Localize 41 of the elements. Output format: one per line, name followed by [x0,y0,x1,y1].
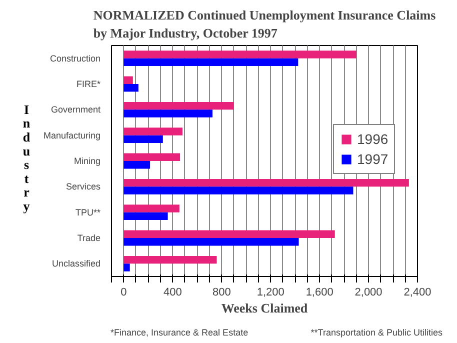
bar [124,161,150,169]
y-axis-title: Industry [22,102,31,214]
y-tick-label: Unclassified [52,258,101,269]
y-tick-label: Government [50,104,101,115]
x-axis-title: Weeks Claimed [221,300,308,316]
bar [124,178,409,187]
x-tick-label: 2,400 [404,286,432,298]
bar [124,256,217,264]
bar [124,264,130,272]
x-tick-label: 2,000 [354,286,382,298]
text: *Finance, Insurance & Real Estate [110,328,248,338]
y-tick-label: TPU** [75,207,101,218]
y-tick-label: Construction [50,53,101,64]
chart-title: NORMALIZED Continued Unemployment Insurance Claims by Major Industry, October 1997 [93,8,436,40]
bar [124,58,298,66]
bar [124,102,234,110]
x-tick-label: 1,200 [256,286,284,298]
bar [124,84,138,92]
bar [124,128,182,136]
bar [124,76,133,84]
bar [124,230,335,238]
y-tick-label: Services [66,182,101,192]
y-tick-label: Trade [77,233,101,243]
x-tick-label: 1,600 [306,286,334,298]
legend-label: 1997 [357,151,388,167]
x-tick-label: 400 [164,286,182,298]
bar [124,50,356,58]
bar [124,110,212,118]
y-tick-label: Manufacturing [43,130,101,140]
text: **Transportation & Public Utilities [310,328,443,338]
bar [124,204,180,212]
x-tick-label: 0 [120,286,127,298]
bar [124,135,163,144]
x-tick-label: 800 [212,286,231,298]
bar [124,212,168,220]
bar [124,153,180,161]
y-tick-label: FIRE* [76,79,101,89]
legend-label: 1996 [357,131,388,147]
bar [124,186,354,194]
y-tick-label: Mining [74,156,101,166]
bar [124,238,299,246]
